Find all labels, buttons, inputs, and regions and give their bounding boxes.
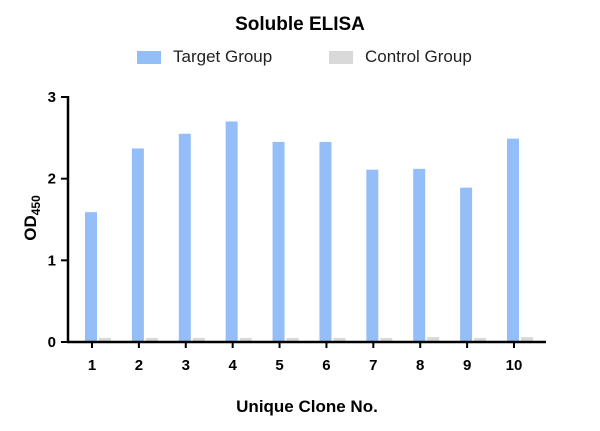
y-tick-label-0: 0 [48, 334, 56, 351]
bar-control-2 [145, 337, 158, 342]
legend: Target Group Control Group [0, 47, 600, 71]
x-tick-label-8: 8 [416, 357, 424, 374]
bar-control-9 [474, 337, 487, 342]
y-axis-label: OD450 [21, 195, 43, 241]
x-tick-label-7: 7 [369, 357, 377, 374]
bar-control-4 [239, 337, 252, 342]
chart-title: Soluble ELISA [235, 14, 365, 35]
y-tick-label-3: 3 [48, 89, 56, 106]
x-tick-label-4: 4 [228, 357, 237, 374]
legend-swatch-target [137, 50, 161, 64]
x-tick-label-1: 1 [88, 357, 96, 374]
bar-target-7 [366, 169, 379, 342]
axes-group: 1 2 3 4 5 6 7 8 9 10 0 1 2 3 [48, 89, 546, 374]
bar-target-6 [319, 141, 332, 342]
x-axis-label: Unique Clone No. [236, 397, 378, 416]
x-tick-label-3: 3 [182, 357, 190, 374]
bar-control-6 [333, 337, 346, 342]
legend-item-control: Control Group [329, 47, 472, 67]
legend-label-target: Target Group [173, 47, 273, 66]
bar-target-9 [460, 187, 473, 342]
x-tick-label-2: 2 [135, 357, 143, 374]
bar-target-3 [178, 133, 191, 342]
legend-swatch-control [329, 50, 353, 64]
legend-label-control: Control Group [365, 47, 472, 66]
y-axis-label-main: OD [21, 215, 40, 241]
bars-group [85, 121, 533, 342]
legend-item-target: Target Group [137, 47, 272, 67]
y-tick-label-1: 1 [48, 252, 56, 269]
bar-target-4 [225, 121, 238, 342]
bar-target-10 [507, 138, 519, 342]
bar-control-5 [286, 337, 299, 342]
bar-control-7 [380, 337, 393, 342]
bar-target-1 [85, 212, 97, 342]
x-tick-label-10: 10 [506, 357, 523, 374]
y-tick-label-2: 2 [48, 171, 56, 188]
bar-control-8 [427, 337, 440, 342]
bar-target-8 [413, 168, 426, 342]
x-tick-label-6: 6 [322, 357, 330, 374]
bar-control-1 [99, 337, 111, 342]
bar-control-3 [192, 337, 205, 342]
bar-target-5 [272, 141, 285, 342]
x-tick-label-9: 9 [463, 357, 471, 374]
bar-control-10 [521, 337, 533, 342]
x-tick-label-5: 5 [275, 357, 283, 374]
y-axis-label-subscript: 450 [29, 195, 43, 215]
bar-target-2 [131, 148, 144, 342]
